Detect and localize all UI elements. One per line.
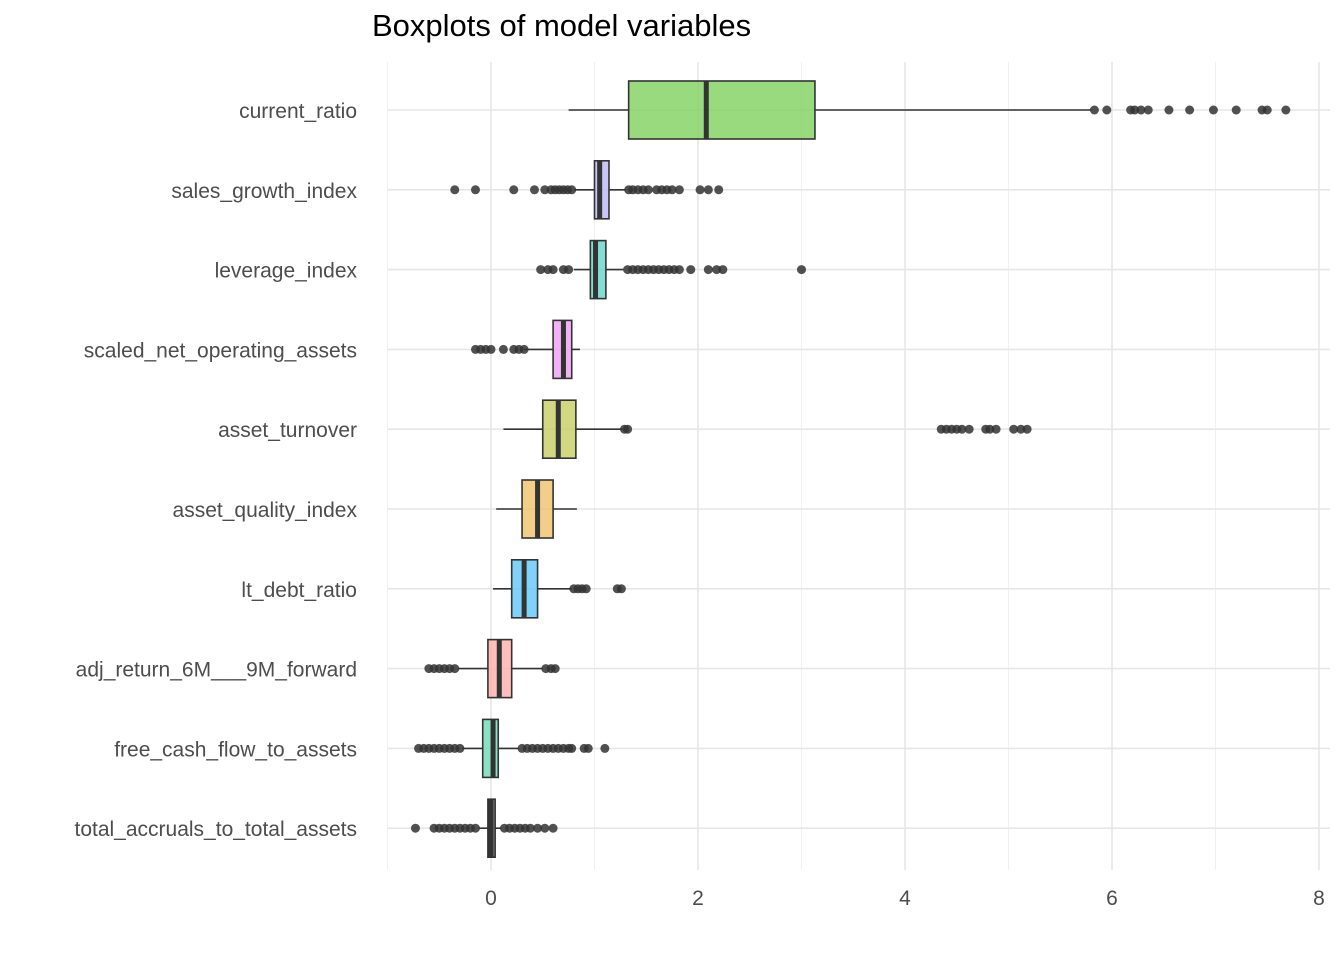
outlier-point [1009,424,1019,434]
category-label: leverage_index [215,260,358,283]
box-total_accruals_to_total_assets [410,798,558,859]
outlier-point [1208,105,1218,115]
outlier-point [540,823,550,833]
outlier-point [985,424,995,434]
outlier-point [581,584,591,594]
outlier-point [540,185,550,195]
outlier-point [567,743,577,753]
outlier-point [450,664,460,674]
category-label: scaled_net_operating_assets [84,339,357,362]
outlier-point [1130,105,1140,115]
outlier-point [470,823,480,833]
outlier-point [450,185,460,195]
box-adj_return_6M___9M_forward [424,638,560,699]
outlier-point [991,424,1001,434]
category-labels: current_ratio sales_growth_index leverage_… [74,100,357,841]
outlier-point [616,584,626,594]
outlier-point [1102,105,1112,115]
outlier-point [536,265,546,275]
box-current_ratio [568,80,1291,140]
outlier-point [964,424,974,434]
outlier-point [533,823,543,833]
outlier-point [470,185,480,195]
outlier-point [1136,105,1146,115]
box-free_cash_flow_to_assets [414,718,610,779]
x-tick-label: 4 [899,887,911,910]
outlier-point [548,823,558,833]
outlier-point [1262,105,1272,115]
outlier-point [703,185,713,195]
outlier-point [498,344,508,354]
outlier-point [712,265,722,275]
box-sales_growth_index [450,160,724,220]
outlier-point [509,185,519,195]
outlier-point [583,743,593,753]
outlier-point [957,424,967,434]
category-label: total_accruals_to_total_assets [74,818,357,841]
outlier-point [486,344,496,354]
x-tick-label: 6 [1106,887,1118,910]
box-iqr [627,80,816,140]
boxes [410,80,1291,859]
outlier-point [674,265,684,275]
outlier-point [410,823,420,833]
outlier-point [529,185,539,195]
outlier-point [1143,105,1153,115]
x-axis-tick-labels: 0 2 4 6 8 [485,887,1325,910]
outlier-point [1231,105,1241,115]
outlier-point [623,424,633,434]
outlier-point [718,265,728,275]
outlier-point [667,185,677,195]
category-label: free_cash_flow_to_assets [114,738,357,761]
outlier-point [1022,424,1032,434]
x-tick-label: 8 [1313,887,1325,910]
outlier-point [797,265,806,275]
category-label: current_ratio [239,100,357,123]
outlier-point [548,265,558,275]
box-leverage_index [536,239,806,300]
outlier-point [600,743,610,753]
box-lt_debt_ratio [493,558,626,619]
outlier-point [714,185,724,195]
category-label: asset_turnover [218,419,357,442]
outlier-point [1185,105,1195,115]
outlier-point [703,265,713,275]
category-label: asset_quality_index [173,499,358,522]
outlier-point [686,265,696,275]
outlier-point [567,185,577,195]
box-iqr [589,239,607,300]
outlier-point [519,344,529,354]
outlier-point [1164,105,1174,115]
x-tick-label: 2 [692,887,704,910]
x-tick-label: 0 [485,887,497,910]
outlier-point [455,743,465,753]
outlier-point [564,265,574,275]
box-scaled_net_operating_assets [470,319,581,380]
box-iqr [481,718,500,779]
outlier-point [1016,424,1026,434]
box-asset_turnover [503,399,1032,460]
outlier-point [695,185,705,195]
outlier-point [525,823,535,833]
category-label: adj_return_6M___9M_forward [76,659,357,682]
box-asset_quality_index [496,479,577,539]
category-label: sales_growth_index [171,180,357,203]
outlier-point [643,185,653,195]
outlier-point [674,185,684,195]
outlier-point [1281,105,1291,115]
category-label: lt_debt_ratio [241,579,357,602]
outlier-point [550,664,560,674]
outlier-point [1089,105,1099,115]
chart-title: Boxplots of model variables [372,8,752,43]
